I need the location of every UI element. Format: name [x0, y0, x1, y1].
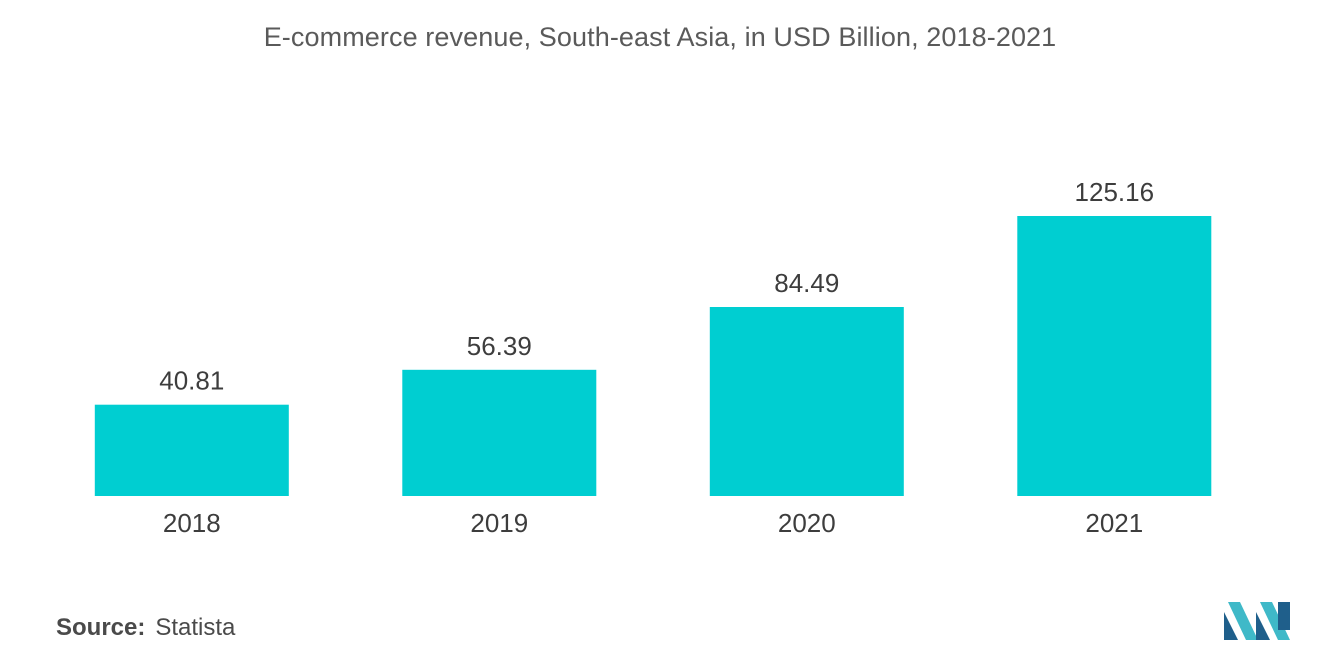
value-label-2018: 40.81 [159, 366, 224, 396]
x-tick-label-2018: 2018 [163, 508, 221, 538]
bar-2020 [709, 307, 904, 496]
source-label: Source: [56, 614, 146, 641]
x-tick-label-2020: 2020 [778, 508, 836, 538]
value-label-2019: 56.39 [467, 331, 532, 361]
bar-2021 [1017, 216, 1212, 496]
source-value: Statista [155, 614, 236, 641]
logo-shape-right [1260, 602, 1290, 640]
value-label-2021: 125.16 [1075, 177, 1155, 207]
x-tick-label-2019: 2019 [470, 508, 528, 538]
bar-2018 [94, 404, 289, 496]
logo-bar [1278, 602, 1290, 630]
chart-title: E-commerce revenue, South-east Asia, in … [263, 22, 1057, 52]
logo-shape-mid-left [1228, 602, 1258, 640]
value-label-2020: 84.49 [774, 268, 839, 298]
logo-shape-mid-right [1256, 612, 1270, 640]
logo-shape-left [1224, 612, 1238, 640]
bar-2019 [402, 369, 597, 496]
source-note: Source: Statista [56, 614, 235, 642]
mordor-intelligence-logo-icon [1224, 602, 1290, 640]
x-tick-label-2021: 2021 [1085, 508, 1143, 538]
